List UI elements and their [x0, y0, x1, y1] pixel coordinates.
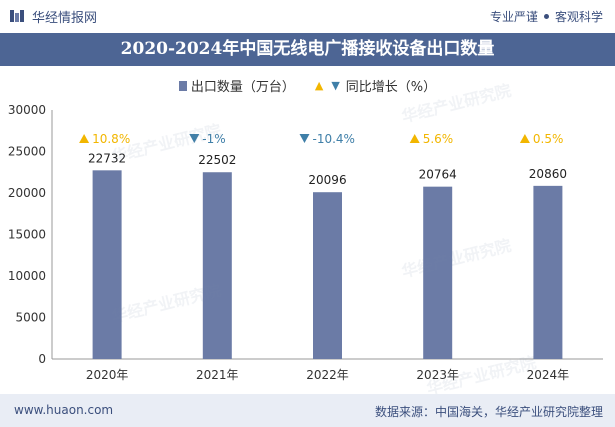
x-tick-label: 2022年	[306, 368, 349, 382]
y-tick-label: 10000	[8, 269, 46, 283]
bar	[313, 192, 342, 359]
top-bar: 华经情报网 专业严谨 客观科学	[0, 0, 615, 32]
y-tick-label: 30000	[8, 103, 46, 117]
bar-value-label: 20860	[529, 167, 567, 181]
growth-up-marker	[409, 134, 420, 143]
legend-line-label: 同比增长（%）	[345, 80, 437, 95]
bar-value-label: 20764	[419, 168, 457, 182]
x-tick-label: 2024年	[527, 368, 570, 382]
growth-up-marker	[519, 134, 530, 143]
bar-value-label: 22732	[88, 151, 126, 165]
footer-source: 数据来源：中国海关，华经产业研究院整理	[374, 405, 603, 419]
footer-site: www.huaon.com	[14, 403, 114, 417]
footer: www.huaon.com 数据来源：中国海关，华经产业研究院整理	[0, 394, 615, 427]
chart-title: 2020-2024年中国无线电广播接收设备出口数量	[0, 33, 615, 66]
tagline: 专业严谨 客观科学	[490, 8, 603, 25]
growth-up-marker	[79, 134, 90, 143]
legend-item-bars: 出口数量（万台）	[178, 76, 295, 95]
y-tick-label: 25000	[8, 145, 46, 159]
growth-label: 0.5%	[533, 132, 564, 146]
bar	[92, 170, 122, 359]
triangle-up-icon: ▲	[314, 79, 324, 92]
logo-icon	[10, 10, 24, 22]
tagline-right: 客观科学	[554, 10, 603, 24]
legend-triangles: ▲ ▼	[315, 79, 340, 92]
bar	[202, 172, 232, 359]
legend: 出口数量（万台） ▲ ▼ 同比增长（%）	[0, 76, 615, 95]
bar-chart: 0 5000 10000 15000 20000 25000 30000 22732 10.8%…	[8, 103, 603, 382]
bar-value-label: 20096	[308, 173, 346, 187]
triangle-down-icon: ▼	[331, 79, 340, 92]
growth-label: -10.4%	[313, 132, 355, 146]
growth-label: 10.8%	[92, 132, 130, 146]
bar-value-label: 22502	[198, 153, 236, 167]
bar	[533, 185, 563, 359]
bar	[423, 186, 453, 359]
growth-label: -1%	[202, 132, 225, 146]
x-tick-label: 2021年	[196, 368, 239, 382]
x-tick-label: 2023年	[416, 368, 459, 382]
growth-label: 5.6%	[423, 132, 454, 146]
growth-down-marker	[189, 134, 200, 143]
logo: 华经情报网	[10, 8, 98, 26]
y-tick-label: 5000	[15, 311, 46, 325]
dot-icon	[543, 14, 549, 19]
bar-swatch-icon	[178, 80, 187, 91]
tagline-left: 专业严谨	[489, 10, 538, 24]
y-tick-label: 15000	[8, 228, 46, 242]
y-tick-label: 0	[38, 352, 46, 366]
legend-bar-label: 出口数量（万台）	[190, 80, 295, 95]
growth-down-marker	[299, 134, 310, 143]
logo-text: 华经情报网	[32, 10, 98, 26]
x-tick-label: 2020年	[86, 368, 129, 382]
legend-item-growth: ▲ ▼ 同比增长（%）	[315, 76, 436, 95]
y-tick-label: 20000	[8, 186, 46, 200]
